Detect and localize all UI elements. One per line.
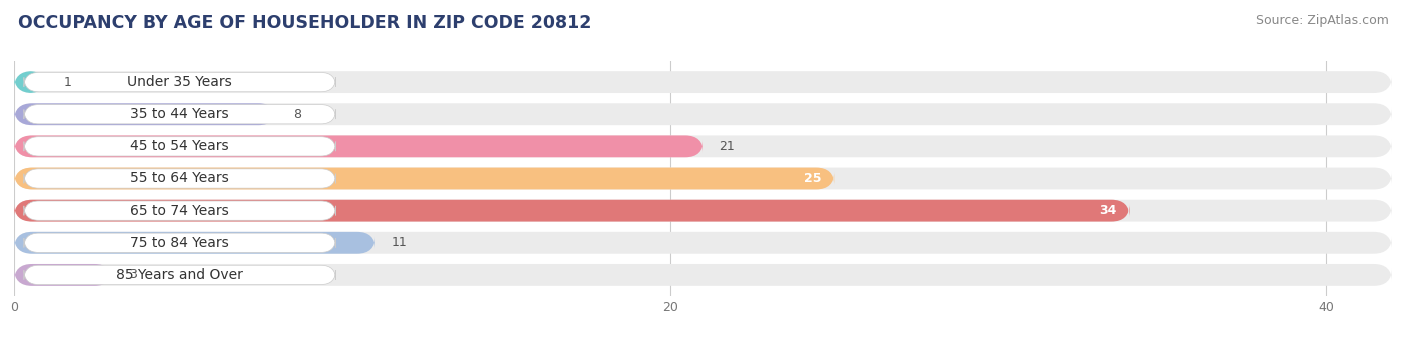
FancyBboxPatch shape bbox=[14, 135, 1392, 157]
Text: Under 35 Years: Under 35 Years bbox=[128, 75, 232, 89]
FancyBboxPatch shape bbox=[24, 137, 336, 156]
Text: 3: 3 bbox=[129, 268, 136, 282]
Text: 45 to 54 Years: 45 to 54 Years bbox=[131, 139, 229, 153]
FancyBboxPatch shape bbox=[24, 72, 336, 92]
Text: OCCUPANCY BY AGE OF HOUSEHOLDER IN ZIP CODE 20812: OCCUPANCY BY AGE OF HOUSEHOLDER IN ZIP C… bbox=[18, 14, 592, 32]
Text: 21: 21 bbox=[720, 140, 735, 153]
FancyBboxPatch shape bbox=[24, 169, 336, 188]
Text: 55 to 64 Years: 55 to 64 Years bbox=[131, 171, 229, 186]
FancyBboxPatch shape bbox=[14, 71, 46, 93]
Text: 35 to 44 Years: 35 to 44 Years bbox=[131, 107, 229, 121]
FancyBboxPatch shape bbox=[14, 103, 277, 125]
FancyBboxPatch shape bbox=[24, 233, 336, 252]
FancyBboxPatch shape bbox=[24, 201, 336, 220]
Text: 34: 34 bbox=[1099, 204, 1116, 217]
FancyBboxPatch shape bbox=[14, 103, 1392, 125]
Text: 75 to 84 Years: 75 to 84 Years bbox=[131, 236, 229, 250]
FancyBboxPatch shape bbox=[14, 168, 834, 189]
Text: 1: 1 bbox=[63, 75, 72, 89]
FancyBboxPatch shape bbox=[14, 232, 375, 254]
Text: 65 to 74 Years: 65 to 74 Years bbox=[131, 204, 229, 218]
Text: 85 Years and Over: 85 Years and Over bbox=[117, 268, 243, 282]
FancyBboxPatch shape bbox=[24, 265, 336, 285]
Text: 25: 25 bbox=[804, 172, 821, 185]
FancyBboxPatch shape bbox=[14, 135, 703, 157]
Text: 8: 8 bbox=[292, 108, 301, 121]
Text: 11: 11 bbox=[391, 236, 408, 249]
FancyBboxPatch shape bbox=[14, 264, 1392, 286]
Text: Source: ZipAtlas.com: Source: ZipAtlas.com bbox=[1256, 14, 1389, 27]
FancyBboxPatch shape bbox=[14, 168, 1392, 189]
FancyBboxPatch shape bbox=[14, 232, 1392, 254]
FancyBboxPatch shape bbox=[14, 200, 1129, 222]
FancyBboxPatch shape bbox=[14, 71, 1392, 93]
FancyBboxPatch shape bbox=[14, 200, 1392, 222]
FancyBboxPatch shape bbox=[24, 105, 336, 124]
FancyBboxPatch shape bbox=[14, 264, 112, 286]
